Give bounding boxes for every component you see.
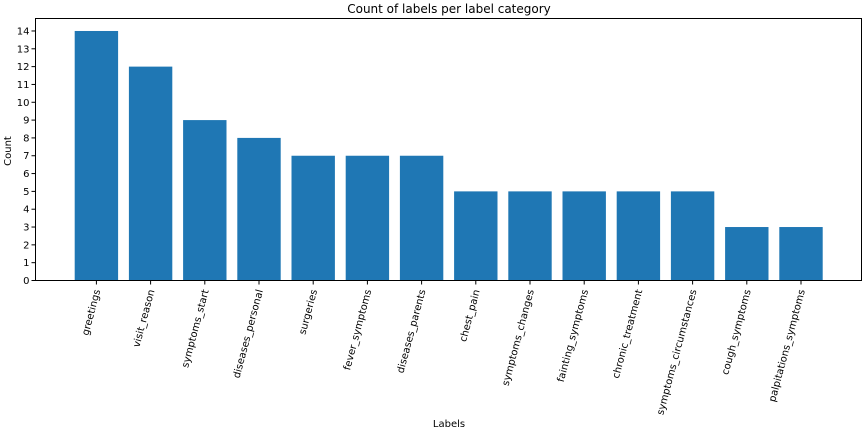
bar-surgeries xyxy=(291,155,335,281)
x-tick-label: diseases_personal xyxy=(232,288,266,379)
y-tick-label: 3 xyxy=(23,223,29,234)
bar-greetings xyxy=(74,30,119,281)
x-tick-label: symptoms_changes xyxy=(501,288,537,387)
bar-palpitations_symptoms xyxy=(779,227,823,281)
x-tick-label: chest_pain xyxy=(458,288,483,343)
y-tick-label: 4 xyxy=(23,205,29,216)
x-tick-label: cough_symptoms xyxy=(720,288,753,376)
bar-symptoms_circumstances xyxy=(670,191,715,281)
x-tick-label: symptoms_start xyxy=(180,288,211,369)
y-tick-label: 6 xyxy=(23,169,29,180)
bar-symptoms_changes xyxy=(508,191,552,281)
x-tick-label: symptoms_circumstances xyxy=(655,288,699,416)
x-tick-label: visit_reason xyxy=(131,288,157,348)
x-tick-label: greetings xyxy=(80,288,103,336)
bar-symptoms_start xyxy=(183,120,227,281)
chart-title: Count of labels per label category xyxy=(347,2,551,16)
y-tick-label: 0 xyxy=(23,276,29,287)
y-tick-label: 1 xyxy=(23,258,29,269)
x-axis: greetings visit_reason symptoms_start disea… xyxy=(80,280,808,416)
y-tick-label: 13 xyxy=(17,44,30,55)
y-tick-label: 8 xyxy=(23,133,29,144)
y-tick-label: 7 xyxy=(23,151,29,162)
bar-diseases_parents xyxy=(399,155,444,281)
y-tick-label: 12 xyxy=(17,62,30,73)
x-tick-label: fainting_symptoms xyxy=(556,288,591,383)
y-tick-label: 9 xyxy=(23,116,29,127)
bar-fainting_symptoms xyxy=(562,191,606,281)
bar-fever_symptoms xyxy=(345,155,390,281)
bar-cough_symptoms xyxy=(725,227,769,281)
x-axis-title: Labels xyxy=(433,419,465,430)
bar-diseases_personal xyxy=(237,137,281,281)
plot-frame xyxy=(35,18,862,281)
bar-visit_reason xyxy=(128,66,173,281)
y-tick-label: 5 xyxy=(23,187,29,198)
y-tick-label: 14 xyxy=(17,26,30,37)
x-tick-label: chronic_treatment xyxy=(611,288,645,379)
x-tick-label: surgeries xyxy=(298,288,321,336)
bars-layer xyxy=(74,30,823,281)
y-tick-label: 11 xyxy=(17,80,30,91)
bar-chest_pain xyxy=(454,191,498,281)
x-tick-label: diseases_parents xyxy=(396,288,429,374)
x-tick-label: palpitations_symptoms xyxy=(767,288,808,403)
x-tick-label: fever_symptoms xyxy=(342,288,374,371)
y-tick-label: 2 xyxy=(23,240,29,251)
bar-chronic_treatment xyxy=(616,191,661,281)
y-tick-label: 10 xyxy=(17,98,30,109)
y-axis-title: Count xyxy=(3,136,14,166)
